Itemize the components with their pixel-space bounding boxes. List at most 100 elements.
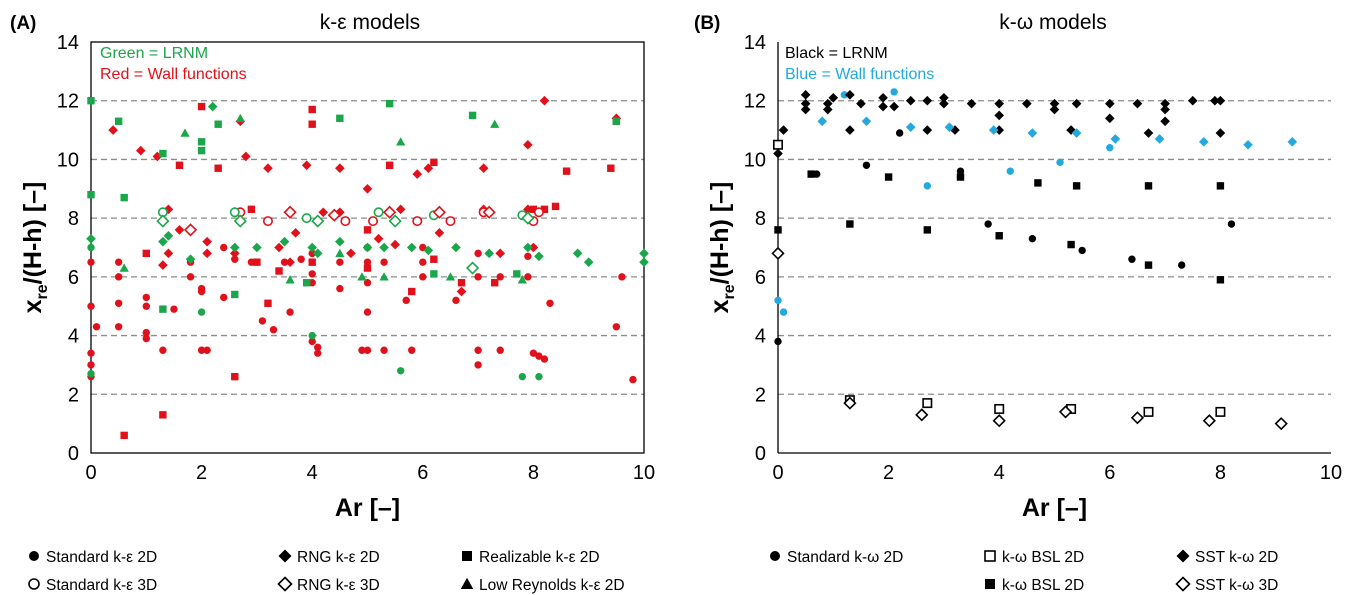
data-point (142, 293, 150, 302)
data-point (170, 305, 178, 313)
y-tick-label: 6 (755, 267, 766, 289)
data-point (197, 308, 206, 316)
data-point (923, 226, 932, 234)
panel-b: (B) k-ω models 0 2 4 6 8 10 12 14 0 2 4 6 8 10 Ar [–] x… (694, 11, 1342, 522)
data-point (159, 305, 167, 313)
data-point (430, 255, 438, 263)
y-tick-label: 0 (755, 443, 766, 465)
data-point (92, 323, 101, 331)
series-diamond-black (773, 90, 1226, 159)
data-point (185, 254, 196, 265)
x-tick-label: 8 (528, 462, 539, 484)
data-point (87, 190, 95, 199)
data-point (363, 346, 372, 354)
color-key-note: Blue = Wall functions (785, 66, 934, 83)
data-point (1160, 98, 1170, 109)
data-point (183, 223, 198, 237)
data-point (984, 220, 992, 228)
legend-label: SST k-ω 3D (1195, 577, 1278, 594)
panel-a-title: k-ε models (320, 11, 420, 34)
data-point (412, 169, 423, 179)
series-diamond-blue (817, 116, 1298, 150)
data-point (822, 104, 833, 115)
data-point (308, 337, 316, 346)
data-point (629, 375, 637, 384)
data-point (283, 205, 297, 219)
data-point (1215, 406, 1226, 417)
data-point (956, 167, 965, 175)
panel-a-label: (A) (10, 13, 36, 34)
data-point (1274, 417, 1288, 431)
data-point (363, 308, 372, 316)
data-point (905, 122, 916, 132)
data-point (197, 102, 206, 111)
panel-b-plot-area: 0 2 4 6 8 10 12 14 0 2 4 6 8 10 Ar [–] xre/(H-h) [–] Bla… (706, 32, 1342, 522)
series-diamond-open-black (771, 246, 1288, 431)
legend-label: k-ω BSL 2D (1002, 577, 1084, 594)
data-point (430, 158, 438, 167)
data-point (159, 411, 167, 419)
data-point (235, 113, 245, 123)
data-point (379, 242, 389, 253)
data-point (840, 91, 849, 99)
data-point (1199, 137, 1209, 147)
data-point (540, 355, 549, 363)
legend-item: k-ω BSL 2D (985, 577, 1084, 594)
data-point (87, 258, 95, 266)
data-point (817, 116, 828, 127)
data-point (1106, 143, 1114, 152)
legend-marker (985, 579, 995, 589)
data-point (87, 370, 95, 378)
x-tick-label: 10 (633, 462, 655, 484)
panel-b-title: k-ω models (999, 11, 1106, 34)
data-point (562, 167, 571, 175)
data-point (269, 326, 278, 334)
data-point (539, 95, 550, 106)
data-point (1243, 139, 1253, 150)
legend-marker (277, 576, 293, 592)
color-key-note: Green = LRNM (100, 45, 208, 62)
data-point (607, 164, 615, 172)
data-point (861, 116, 872, 127)
y-axis-label: xre/(H-h) [–] (706, 182, 738, 314)
data-point (889, 101, 899, 112)
data-point (231, 255, 239, 263)
data-point (142, 334, 150, 343)
data-point (1154, 134, 1165, 144)
y-tick-label: 6 (68, 267, 79, 289)
data-point (114, 117, 123, 125)
data-point (412, 216, 423, 227)
data-point (524, 252, 532, 261)
legend-item: SST k-ω 3D (1175, 576, 1278, 594)
data-point (363, 264, 372, 272)
data-point (363, 226, 372, 234)
data-point (197, 146, 206, 155)
data-point (432, 205, 446, 219)
x-tick-label: 10 (1320, 462, 1342, 484)
data-point (308, 258, 316, 266)
data-point (159, 346, 167, 354)
data-point (120, 193, 128, 202)
data-point (175, 161, 184, 169)
series-square-red (120, 102, 621, 440)
data-point (1215, 95, 1226, 106)
data-point (158, 236, 168, 247)
data-point (1104, 98, 1115, 109)
data-point (241, 151, 251, 162)
y-tick-label: 14 (57, 32, 79, 54)
data-point (385, 99, 394, 108)
data-point (922, 95, 933, 106)
data-point (87, 361, 95, 369)
series-square-black (774, 170, 1225, 284)
data-point (163, 204, 174, 215)
panel-a: (A) k-ε models 0 2 4 6 8 10 12 14 0 2 4 6 8 10 Ar [–] x… (10, 11, 655, 522)
data-point (233, 214, 247, 228)
data-point (845, 125, 855, 135)
data-point (314, 349, 322, 357)
data-point (142, 249, 150, 258)
data-point (335, 236, 345, 247)
data-point (474, 361, 482, 369)
data-point (482, 205, 496, 219)
data-point (445, 216, 456, 227)
data-point (546, 299, 554, 307)
